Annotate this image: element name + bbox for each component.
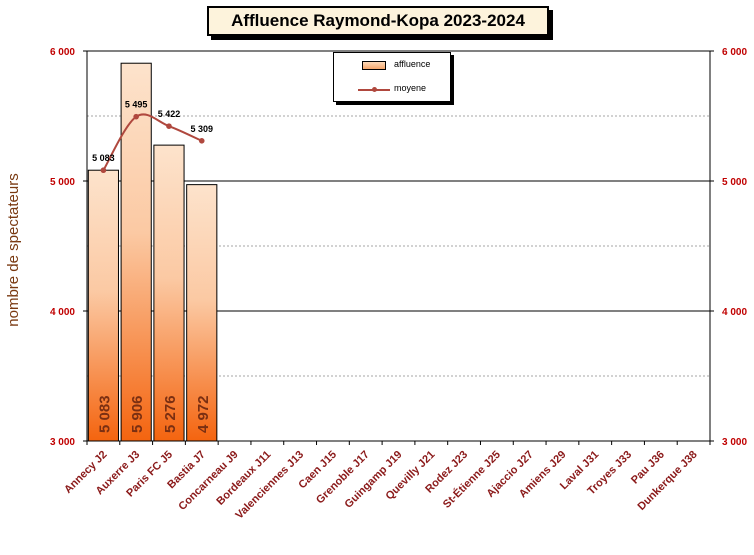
bar-value-label: 5 906 [129,395,146,433]
legend-bar-swatch [362,61,386,70]
category-label: St-Étienne J25 [440,448,503,511]
y-tick-label-left: 4 000 [50,307,75,318]
legend-item-moyene: moyene [334,82,452,98]
y-tick-label-right: 6 000 [722,47,747,58]
legend-label-affluence: affluence [394,59,431,69]
legend: affluence moyene [333,52,451,102]
average-line [100,113,205,174]
y-tick-label-left: 3 000 [50,437,75,448]
average-line-path [102,113,203,171]
y-tick-label-right: 3 000 [722,437,747,448]
average-value-label: 5 309 [190,124,213,134]
bars [87,62,218,442]
y-tick-label-left: 6 000 [50,47,75,58]
axes [83,50,714,445]
average-value-label: 5 083 [92,153,115,163]
average-point [198,138,205,144]
average-point [166,123,172,129]
category-label: Dunkerque J38 [635,449,699,513]
category-label: Concarneau J9 [176,449,240,513]
bar [120,62,152,442]
category-label: Guingamp J19 [343,449,405,511]
average-value-label: 5 422 [158,109,181,119]
y-axis-label: nombre de spectateurs [5,173,22,327]
legend-marker [372,87,377,92]
bar-value-label: 5 083 [96,395,113,433]
bar-value-label: 5 276 [162,395,179,433]
bar [87,169,119,442]
chart-title: Affluence Raymond-Kopa 2023-2024 [207,6,549,36]
y-tick-label-left: 5 000 [50,177,75,188]
bar-value-label: 4 972 [195,395,212,433]
y-tick-label-right: 4 000 [722,307,747,318]
legend-label-moyene: moyene [394,83,427,93]
y-tick-label-right: 5 000 [722,177,747,188]
average-value-label: 5 495 [125,100,148,110]
average-point [100,167,107,174]
legend-item-affluence: affluence [334,58,452,74]
bar [153,144,185,442]
average-point [133,113,139,120]
